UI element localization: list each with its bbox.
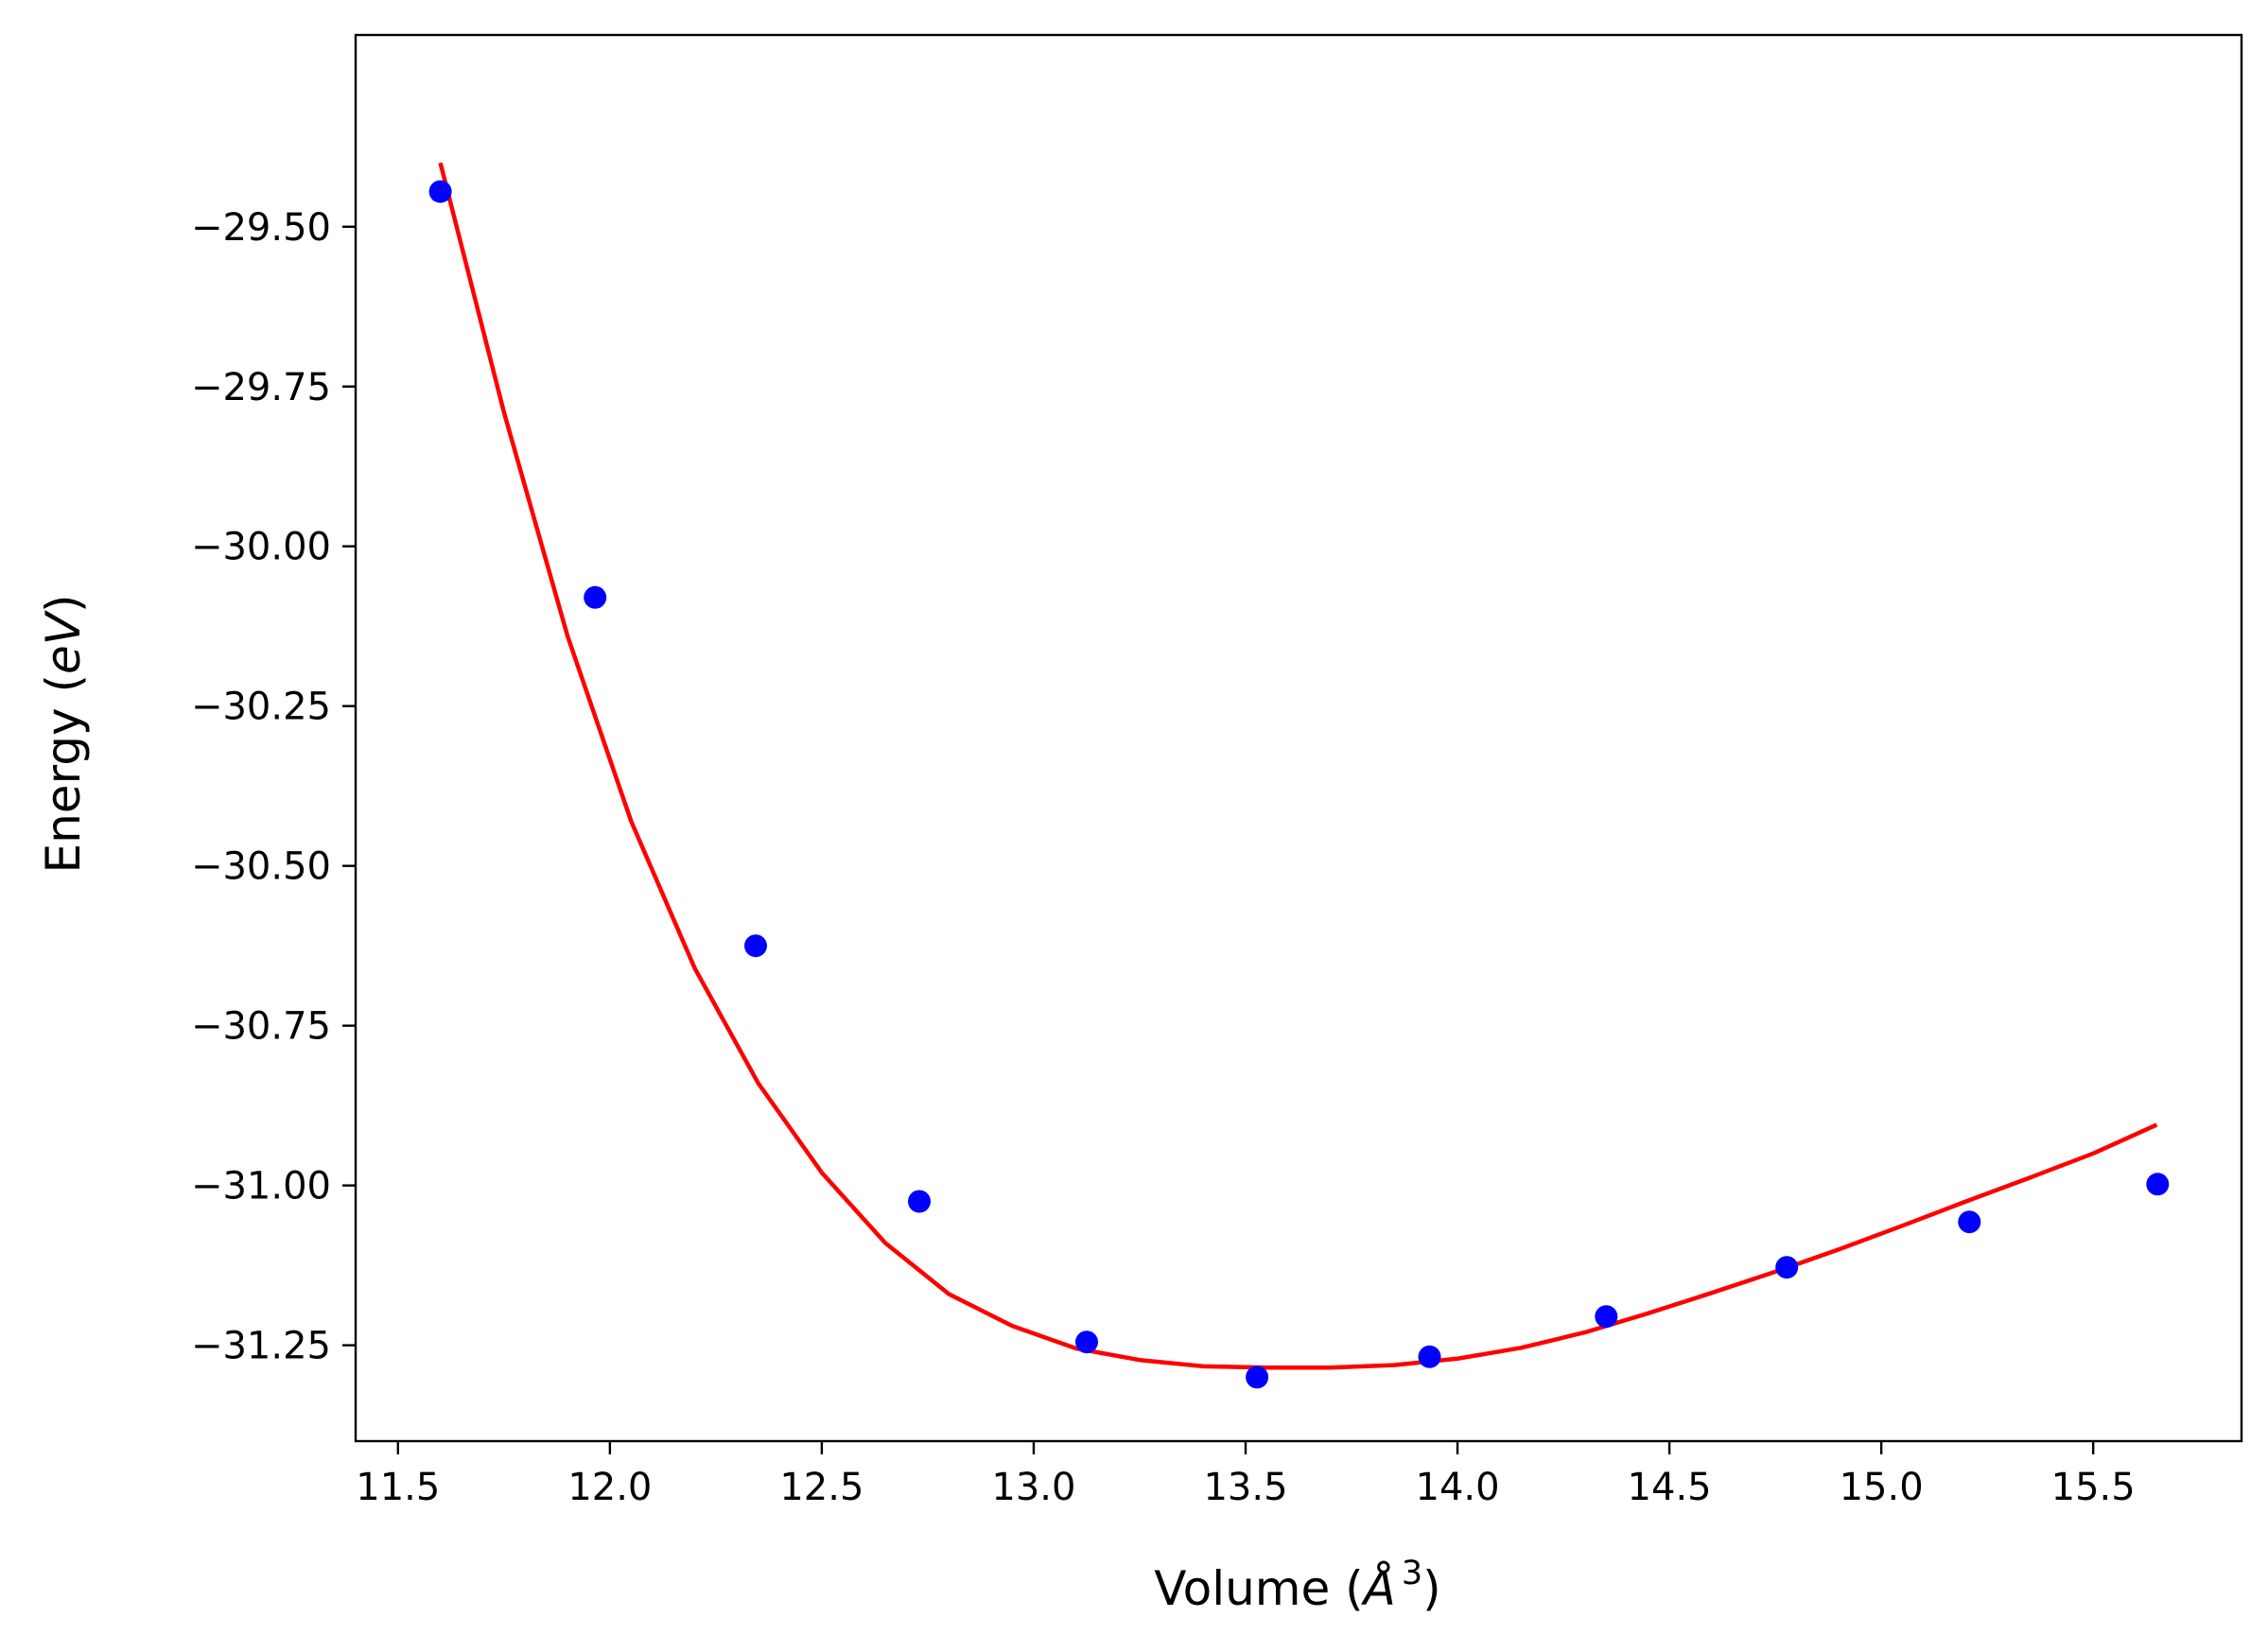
- y-tick-label: −31.25: [191, 1325, 331, 1368]
- x-axis-label: Volume (Å 3): [1154, 1555, 1440, 1616]
- x-axis-label-text: Volume (: [1154, 1561, 1363, 1616]
- data-point: [584, 585, 607, 609]
- x-tick-label: 11.5: [356, 1466, 440, 1509]
- x-axis-label-close: ): [1422, 1561, 1441, 1616]
- data-point: [908, 1190, 931, 1213]
- y-tick-label: −30.00: [191, 526, 331, 569]
- data-point: [1775, 1256, 1799, 1279]
- y-tick-label: −31.00: [191, 1165, 331, 1209]
- x-axis-label-exponent: 3: [1402, 1555, 1422, 1592]
- y-tick-label: −30.50: [191, 845, 331, 889]
- data-point: [1958, 1210, 1981, 1234]
- y-axis-ticks: −29.50 −29.75 −30.00 −30.25 −30.50 −30.75 −31.…: [191, 206, 356, 1368]
- x-tick-label: 15.5: [2051, 1466, 2136, 1509]
- x-tick-label: 14.5: [1628, 1466, 1712, 1509]
- plot-area: [428, 162, 2170, 1389]
- y-tick-label: −29.75: [191, 366, 331, 409]
- x-tick-label: 12.0: [567, 1466, 652, 1509]
- fit-curve: [438, 162, 2158, 1370]
- x-tick-label: 13.5: [1203, 1466, 1287, 1509]
- axes-frame: [354, 33, 2243, 1443]
- x-axis-label-unit: Å: [1361, 1561, 1396, 1616]
- x-axis-ticks: 11.5 12.0 12.5 13.0 13.5 14.0 14.5 15.0 15.5: [356, 1441, 2136, 1509]
- y-tick-label: −30.75: [191, 1005, 331, 1049]
- data-point: [1595, 1305, 1618, 1329]
- data-point: [428, 180, 452, 203]
- data-point: [2146, 1173, 2170, 1196]
- x-tick-label: 15.0: [1840, 1466, 1924, 1509]
- y-tick-label: −29.50: [191, 206, 331, 250]
- x-tick-label: 14.0: [1416, 1466, 1500, 1509]
- y-axis-label-close: ): [36, 595, 91, 614]
- x-tick-label: 13.0: [991, 1466, 1075, 1509]
- x-tick-label: 12.5: [779, 1466, 864, 1509]
- y-tick-label: −30.25: [191, 686, 331, 729]
- data-point: [1246, 1365, 1269, 1389]
- data-point: [1418, 1345, 1441, 1368]
- data-point: [744, 934, 767, 958]
- y-axis-label-unit: eV: [36, 609, 91, 674]
- y-axis-label: Energy (eV): [36, 595, 91, 874]
- data-point: [1075, 1330, 1098, 1354]
- y-axis-label-text: Energy (: [36, 674, 91, 873]
